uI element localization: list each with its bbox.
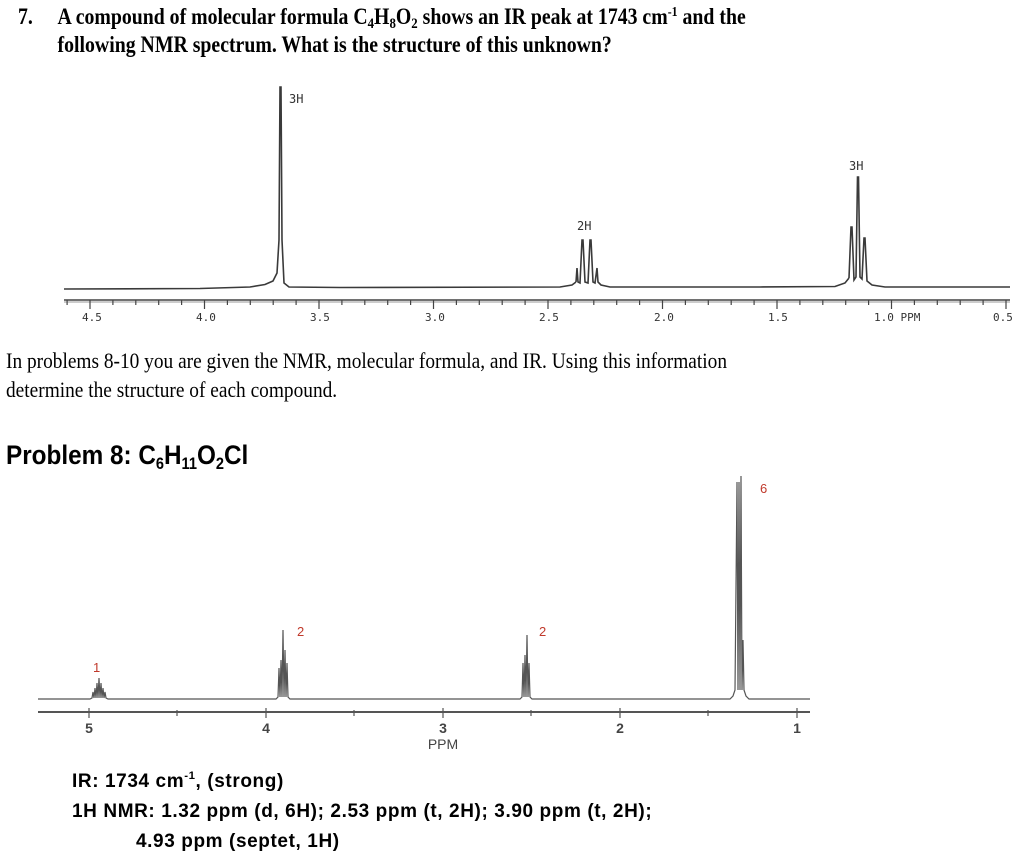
tick-label: 4.0 [196,311,216,324]
axis-ticks [66,300,1007,309]
axis-ticks [88,708,798,718]
tick-label: 4 [262,720,270,736]
tick-label: 5 [85,720,93,736]
tick-label: 0.5 [993,311,1013,324]
x-axis-ppm [64,299,1010,303]
instructions-paragraph: In problems 8-10 you are given the NMR, … [6,348,728,402]
tick-label: 3.0 [425,311,445,324]
question-number: 7. [18,4,33,29]
integration-label-2-first: 2 [297,624,304,639]
integration-label-6: 6 [760,481,767,496]
problem-8-title: Problem 8: C6H11O2Cl [6,440,249,473]
spectrum-trace [63,86,1010,290]
axis-title-ppm: PPM [428,736,458,752]
ir-data: IR: 1734 cm-1, (strong) [72,770,284,792]
nmr-data-line-2: 4.93 ppm (septet, 1H) [136,831,340,852]
integration-labels: 1 2 2 6 [93,481,767,675]
nmr-spectrum-problem-7: 4.5 4.0 3.5 3.0 2.5 2.0 1.5 1.0 PPM 0.5 … [63,86,1013,324]
integration-label-2-second: 2 [539,624,546,639]
axis-tick-labels: 5 4 3 2 1 [85,720,801,736]
tick-label: 3.5 [310,311,330,324]
tick-label: 2.0 [654,311,674,324]
question-7-line-2: following NMR spectrum. What is the stru… [57,32,612,57]
integration-label-1: 1 [93,660,100,675]
tick-label: 3 [439,720,447,736]
tick-label: 1.5 [768,311,788,324]
question-7-text: 7. A compound of molecular formula C4H8O2… [18,3,878,59]
tick-label: 4.5 [82,311,102,324]
integration-labels: 3H 2H 3H [289,92,863,233]
axis-tick-labels: 4.5 4.0 3.5 3.0 2.5 2.0 1.5 1.0 PPM 0.5 [82,311,1013,324]
problem-8-spectral-data: IR: 1734 cm-1, (strong) 1H NMR: 1.32 ppm… [72,767,652,857]
integration-label-3h-singlet: 3H [289,92,303,106]
tick-label: 2 [616,720,624,736]
tick-label: 1.0 PPM [874,311,921,324]
tick-label: 1 [793,720,801,736]
question-7-line-1: 7. A compound of molecular formula C4H8O2… [18,4,746,32]
integration-label-2h-quartet: 2H [577,219,591,233]
nmr-data-line-1: 1H NMR: 1.32 ppm (d, 6H); 2.53 ppm (t, 2… [72,801,653,822]
spectrum-trace [38,475,810,700]
integration-label-3h-triplet: 3H [849,159,863,173]
tick-label: 2.5 [539,311,559,324]
nmr-spectrum-problem-8: 5 4 3 2 1 PPM 1 2 2 6 [38,475,810,752]
